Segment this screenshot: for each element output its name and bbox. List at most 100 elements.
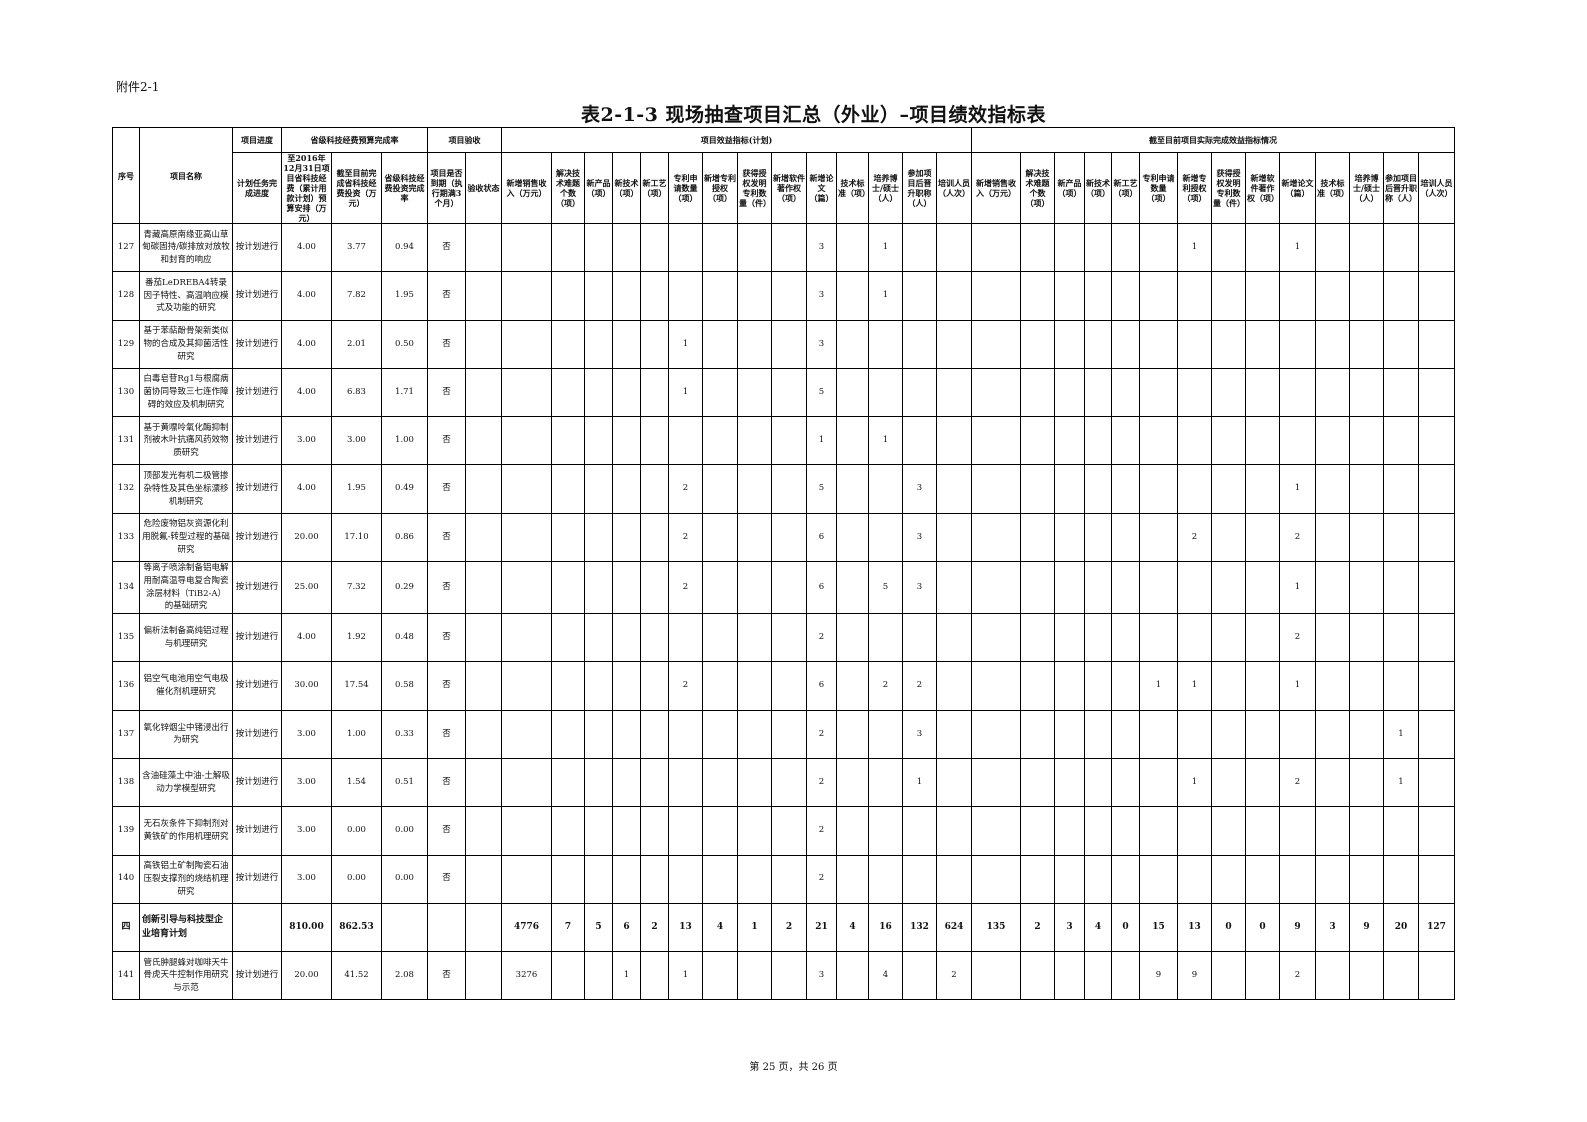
- plan-indicator-cell: [868, 806, 903, 856]
- plan-indicator-cell: [771, 367, 807, 418]
- table-row: 130 白毒皂苷Rg1与根腐病菌协同导致三七连作障碍的效应及机制研究 按计划进行 4.…: [112, 367, 1455, 418]
- actual-indicator-cell: [1418, 806, 1455, 856]
- header-actual-col: 解决技术难题个数（项）: [1020, 152, 1055, 224]
- progress-cell: 按计划进行: [232, 806, 282, 856]
- actual-indicator-cell: [1139, 561, 1178, 615]
- budget-invested-cell: 3.77: [331, 222, 382, 273]
- plan-indicator-cell: 1: [737, 902, 772, 953]
- actual-indicator-cell: [1111, 561, 1140, 615]
- header-actual-col: 新增软件著作权（项）: [1245, 152, 1280, 224]
- actual-indicator-cell: 3: [1054, 902, 1085, 953]
- overdue-cell: 否: [427, 271, 466, 321]
- project-name: 白毒皂苷Rg1与根腐病菌协同导致三七连作障碍的效应及机制研究: [139, 367, 233, 418]
- plan-indicator-cell: [771, 416, 807, 466]
- budget-invested-cell: 17.54: [331, 661, 382, 711]
- actual-indicator-cell: [1349, 757, 1384, 808]
- actual-indicator-cell: [1084, 561, 1112, 615]
- actual-indicator-cell: [1383, 222, 1419, 273]
- plan-indicator-cell: [501, 854, 552, 904]
- budget-invested-cell: 1.95: [331, 464, 382, 514]
- actual-indicator-cell: [1020, 416, 1055, 466]
- actual-indicator-cell: 3: [1315, 902, 1350, 953]
- acceptance-status-cell: [465, 512, 502, 563]
- header-actual-col: 参加项目后晋升职称（人）: [1383, 152, 1419, 224]
- budget-invested-cell: 0.00: [331, 854, 382, 904]
- plan-indicator-cell: [868, 464, 903, 514]
- plan-indicator-cell: [771, 512, 807, 563]
- progress-cell: 按计划进行: [232, 854, 282, 904]
- plan-indicator-cell: [771, 319, 807, 369]
- plan-indicator-cell: [668, 757, 703, 808]
- plan-indicator-cell: [551, 319, 585, 369]
- actual-indicator-cell: [1279, 319, 1316, 369]
- budget-rate-cell: 0.51: [381, 757, 428, 808]
- plan-indicator-cell: [612, 757, 641, 808]
- actual-indicator-cell: [1054, 561, 1085, 615]
- plan-indicator-cell: [936, 757, 972, 808]
- actual-indicator-cell: [1418, 222, 1455, 273]
- actual-indicator-cell: [1418, 661, 1455, 711]
- actual-indicator-cell: [1020, 951, 1055, 1001]
- plan-indicator-cell: [584, 367, 613, 418]
- actual-indicator-cell: 15: [1139, 902, 1178, 953]
- header-budget-rate: 省级科技经费投资完成率: [381, 152, 428, 224]
- plan-indicator-cell: [868, 709, 903, 759]
- plan-indicator-cell: [702, 661, 738, 711]
- budget-rate-cell: [381, 902, 428, 953]
- actual-indicator-cell: [971, 806, 1021, 856]
- plan-indicator-cell: [868, 367, 903, 418]
- plan-indicator-cell: [551, 561, 585, 615]
- header-plan-col: 技术标准（项）: [836, 152, 869, 224]
- actual-indicator-cell: [1211, 367, 1246, 418]
- actual-indicator-cell: [1020, 757, 1055, 808]
- actual-indicator-cell: [1349, 464, 1384, 514]
- plan-indicator-cell: [836, 222, 869, 273]
- actual-indicator-cell: 1: [1177, 757, 1212, 808]
- actual-indicator-cell: [1315, 757, 1350, 808]
- budget-planned-cell: 4.00: [281, 367, 332, 418]
- actual-indicator-cell: [1054, 271, 1085, 321]
- actual-indicator-cell: [1139, 319, 1178, 369]
- plan-indicator-cell: [902, 806, 937, 856]
- progress-cell: 按计划进行: [232, 222, 282, 273]
- budget-planned-cell: 20.00: [281, 512, 332, 563]
- plan-indicator-cell: 6: [806, 661, 837, 711]
- header-overdue: 项目是否到期（执行期满3个月）: [427, 152, 466, 224]
- plan-indicator-cell: [836, 951, 869, 1001]
- actual-indicator-cell: [1211, 951, 1246, 1001]
- actual-indicator-cell: [1349, 854, 1384, 904]
- actual-indicator-cell: [1020, 319, 1055, 369]
- plan-indicator-cell: [612, 222, 641, 273]
- actual-indicator-cell: [1020, 854, 1055, 904]
- plan-indicator-cell: [737, 854, 772, 904]
- plan-indicator-cell: 2: [668, 512, 703, 563]
- plan-indicator-cell: [836, 367, 869, 418]
- progress-cell: 按计划进行: [232, 951, 282, 1001]
- actual-indicator-cell: [1349, 367, 1384, 418]
- budget-planned-cell: 3.00: [281, 806, 332, 856]
- header-no: 序号: [112, 127, 140, 224]
- actual-indicator-cell: [1020, 661, 1055, 711]
- actual-indicator-cell: [1084, 271, 1112, 321]
- header-acceptance-group: 项目验收: [427, 127, 502, 153]
- actual-indicator-cell: [1245, 222, 1280, 273]
- plan-indicator-cell: 2: [806, 806, 837, 856]
- budget-rate-cell: 1.95: [381, 271, 428, 321]
- progress-cell: 按计划进行: [232, 367, 282, 418]
- plan-indicator-cell: 6: [806, 561, 837, 615]
- actual-indicator-cell: [1111, 613, 1140, 663]
- actual-indicator-cell: 9: [1139, 951, 1178, 1001]
- table-row: 133 危险废物铝灰资源化利用脱氟-转型过程的基础研究 按计划进行 20.00 17.1…: [112, 512, 1455, 563]
- actual-indicator-cell: [1245, 613, 1280, 663]
- actual-indicator-cell: 1: [1279, 464, 1316, 514]
- plan-indicator-cell: 2: [902, 661, 937, 711]
- actual-indicator-cell: [1084, 709, 1112, 759]
- plan-indicator-cell: [612, 367, 641, 418]
- budget-planned-cell: 4.00: [281, 271, 332, 321]
- plan-indicator-cell: [936, 512, 972, 563]
- plan-indicator-cell: [702, 951, 738, 1001]
- row-number: 138: [112, 757, 140, 808]
- actual-indicator-cell: [1349, 222, 1384, 273]
- table-row: 131 基于黄嘌呤氧化酶抑制剂被木叶抗痛风药效物质研究 按计划进行 3.00 3.00 1…: [112, 416, 1455, 466]
- actual-indicator-cell: [1139, 512, 1178, 563]
